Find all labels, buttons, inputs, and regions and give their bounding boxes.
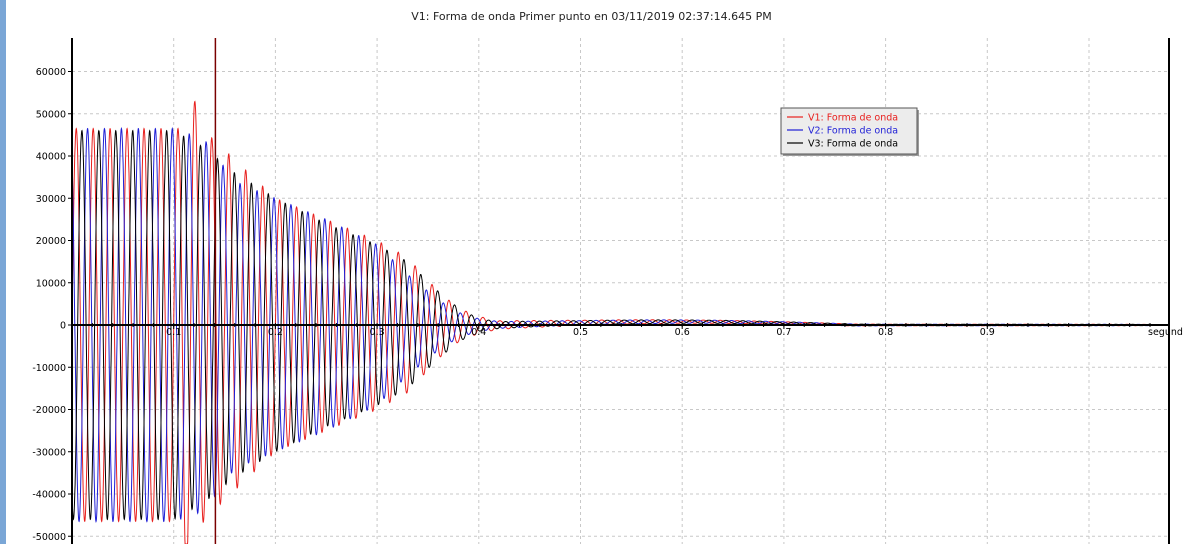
y-tick-label: 60000: [36, 67, 66, 78]
y-tick-label: -10000: [32, 363, 66, 374]
y-tick-label: 30000: [36, 194, 66, 205]
y-tick-label: -50000: [32, 532, 66, 543]
legend: V1: Forma de onda V2: Forma de onda V3: Fo…: [780, 107, 919, 156]
x-tick-label: 0.8: [878, 327, 893, 338]
x-tick-label: 0.3: [370, 327, 385, 338]
x-axis-label: segundo: [1148, 327, 1183, 338]
chart-title: V1: Forma de onda Primer punto en 03/11/…: [411, 10, 772, 23]
window-left-edge: [0, 0, 6, 544]
y-tick-label: 10000: [36, 278, 66, 289]
x-tick-label: 0.6: [675, 327, 690, 338]
x-tick-label: 0.2: [268, 327, 283, 338]
legend-box: [780, 107, 918, 155]
y-tick-label: 40000: [36, 152, 66, 163]
y-tick-label: -30000: [32, 447, 66, 458]
y-tick-label: -40000: [32, 490, 66, 501]
x-tick-label: 0.7: [776, 327, 791, 338]
legend-label-v1: V1: Forma de onda: [808, 113, 898, 124]
y-tick-label: 20000: [36, 236, 66, 247]
x-tick-label: 0.1: [166, 327, 181, 338]
legend-label-v3: V3: Forma de onda: [808, 139, 898, 150]
y-tick-label: -20000: [32, 405, 66, 416]
y-tick-label: 0: [60, 321, 66, 332]
y-tick-label: 50000: [36, 109, 66, 120]
x-tick-label: 0.9: [980, 327, 995, 338]
x-tick-label: 0.4: [471, 327, 486, 338]
axes-group: -50000 -40000 -30000 -20000 -10000 0 10000 2000…: [32, 38, 1183, 544]
x-tick-label: 0.5: [573, 327, 588, 338]
legend-label-v2: V2: Forma de onda: [808, 126, 898, 137]
